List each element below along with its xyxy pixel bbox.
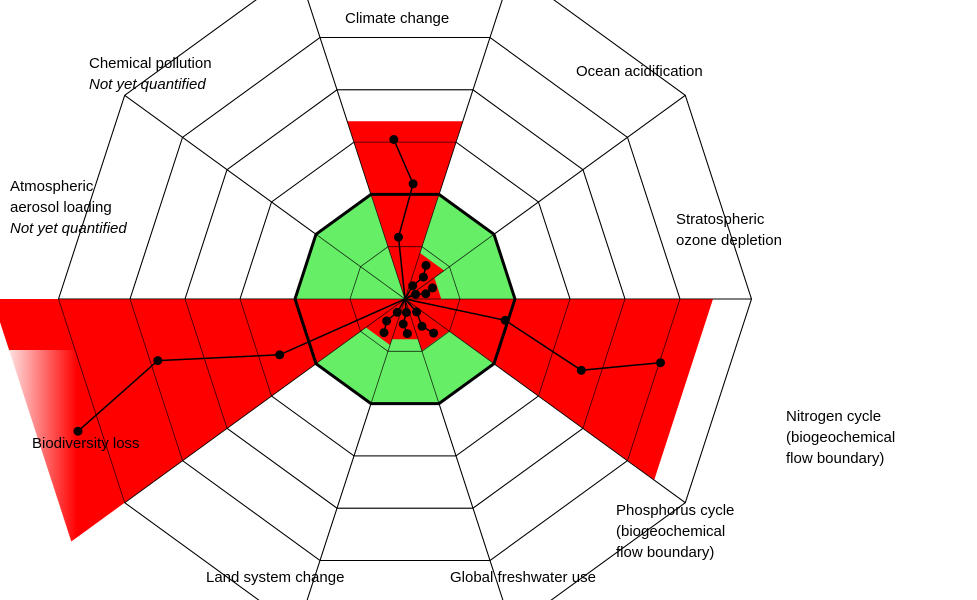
indicator-point bbox=[392, 307, 402, 317]
indicator-line-4 bbox=[404, 298, 434, 334]
indicator-point bbox=[153, 356, 163, 366]
indicator-lines bbox=[77, 139, 661, 432]
indicator-point bbox=[408, 179, 418, 189]
indicator-point bbox=[421, 260, 431, 270]
label-climate-change: Climate change bbox=[345, 10, 450, 27]
label-ocean-acidification: Ocean acidification bbox=[576, 63, 703, 80]
biodiversity-fade bbox=[0, 0, 752, 600]
label-stratospheric-ozone: Stratospheric ozone depletion bbox=[676, 211, 782, 249]
safe-boundary-outline bbox=[293, 192, 517, 406]
label-atmospheric-aerosol: Atmospheric aerosol loading Not yet quan… bbox=[10, 178, 127, 237]
indicator-point bbox=[382, 316, 392, 326]
indicator-point bbox=[275, 350, 285, 360]
indicator-point bbox=[418, 272, 428, 282]
indicator-line-6 bbox=[383, 298, 406, 333]
indicator-point bbox=[389, 135, 399, 144]
label-global-freshwater-use: Global freshwater use bbox=[450, 569, 596, 586]
grid-spoke-overlay bbox=[306, 298, 406, 600]
indicator-point bbox=[402, 329, 412, 339]
grid-spoke-overlay bbox=[404, 298, 504, 600]
indicator-line-1 bbox=[404, 265, 427, 300]
label-land-system-change: Land system change bbox=[206, 569, 345, 586]
label-phosphorus-cycle: Phosphorus cycle (biogeochemical flow bo… bbox=[616, 502, 735, 561]
indicator-point bbox=[421, 289, 431, 299]
grid-ring-overlay bbox=[58, 0, 752, 600]
indicator-point bbox=[411, 289, 421, 299]
grid-spoke-overlay bbox=[404, 94, 686, 300]
grid-spoke-overlay bbox=[404, 298, 686, 504]
safe-boundary-ring bbox=[293, 192, 517, 406]
indicator-line-5 bbox=[402, 298, 409, 334]
indicator-point bbox=[398, 319, 408, 329]
wedge-0 bbox=[347, 121, 463, 299]
indicator-point bbox=[73, 426, 83, 436]
indicator-point bbox=[656, 358, 665, 368]
indicator-point bbox=[576, 365, 586, 375]
grid-spoke-overlay bbox=[404, 0, 503, 300]
grid-spoke-overlay bbox=[307, 0, 406, 300]
indicator-point bbox=[379, 328, 389, 338]
fade-overlay bbox=[0, 350, 140, 600]
indicator-line-0 bbox=[393, 139, 414, 300]
label-biodiversity-loss: Biodiversity loss bbox=[32, 435, 140, 452]
indicator-point bbox=[417, 321, 427, 331]
indicator-points bbox=[73, 135, 665, 436]
indicator-point bbox=[408, 281, 418, 291]
label-chemical-pollution: Chemical pollution Not yet quantified bbox=[89, 55, 212, 93]
indicator-point bbox=[428, 283, 437, 293]
indicator-line-7 bbox=[77, 298, 406, 432]
grid-spoke-overlay bbox=[124, 298, 406, 504]
indicator-point bbox=[412, 307, 422, 317]
indicator-point bbox=[401, 307, 411, 317]
grid-spoke-overlay bbox=[124, 94, 406, 300]
label-nitrogen-cycle: Nitrogen cycle (biogeochemical flow boun… bbox=[786, 408, 896, 467]
indicator-point bbox=[429, 328, 439, 338]
indicator-point bbox=[500, 315, 510, 325]
indicator-point bbox=[394, 232, 403, 242]
indicator-line-3 bbox=[404, 298, 661, 372]
